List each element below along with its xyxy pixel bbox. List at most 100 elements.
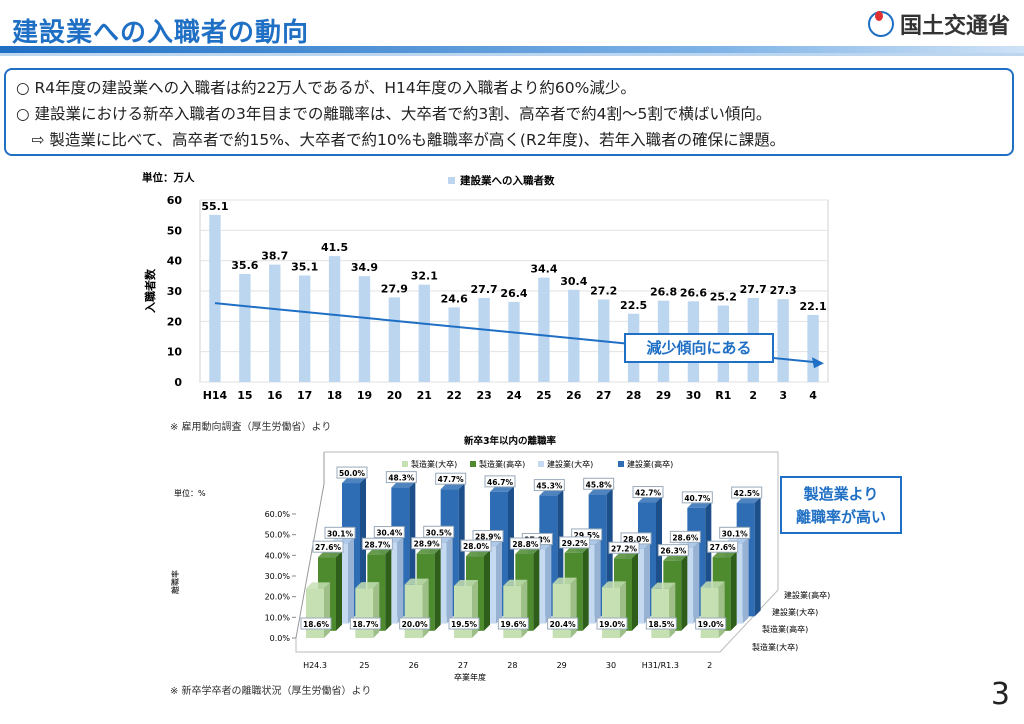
chart2-bar-top <box>306 582 330 589</box>
chart1-xtick-label: 28 <box>626 389 641 402</box>
summary-line-3: ⇨ 製造業に比べて、高卒者で約15%、大卒者で約10%も離職率が高く(R2年度)… <box>16 131 786 149</box>
chart2-bar-side <box>545 543 552 624</box>
chart1-data-label: 25.2 <box>710 291 737 304</box>
chart2-data-label-box <box>411 537 443 550</box>
chart1-bar <box>239 274 251 382</box>
chart2-data-label: 28.8% <box>512 540 539 549</box>
title-underline-light <box>0 53 1024 56</box>
chart2-bar-side <box>324 582 330 638</box>
chart1-bar <box>807 314 819 382</box>
chart1-ytick-label: 40 <box>167 255 183 268</box>
chart2-bar <box>355 588 374 638</box>
chart1-bar <box>777 299 789 382</box>
chart2-data-label: 18.5% <box>648 620 675 629</box>
chart1-xtick-label: 22 <box>447 389 462 402</box>
chart1-xtick-label: R1 <box>715 389 731 402</box>
summary-line-1: ○ R4年度の建設業への入職者は約22万人であるが、H14年度の入職者より約60… <box>16 79 636 97</box>
chart2-data-label-box <box>312 540 344 553</box>
chart2-xtick-label: H24.3 <box>303 661 327 670</box>
chart1-data-label: 26.4 <box>500 287 527 300</box>
chart2-data-label-box <box>373 526 405 539</box>
chart2-data-label-box <box>731 486 763 499</box>
chart2-data-label: 30.4% <box>376 529 403 538</box>
chart2-data-label: 28.9% <box>475 533 502 542</box>
chart2-bar-top <box>391 481 416 488</box>
callout-line-2: 離職率が高い <box>795 508 886 526</box>
chart2-data-label: 20.0% <box>402 620 429 629</box>
chart2-xtick-label: 28 <box>507 661 517 670</box>
chart2-bar-side <box>446 536 453 624</box>
chart2-data-label-box <box>547 617 579 630</box>
chart1-bar <box>508 301 520 382</box>
chart2-bar-top <box>490 485 514 492</box>
chart1-bar <box>388 297 401 382</box>
title-underline <box>0 46 1024 53</box>
chart1-data-label: 35.6 <box>231 259 258 272</box>
chart2-ytick-label: 0.0% <box>270 634 291 643</box>
chart2-bar <box>552 583 571 638</box>
chart1-data-label: 38.7 <box>261 250 288 263</box>
decrease-callout: 減少傾向にある <box>624 333 774 363</box>
chart2-data-label-box <box>596 617 628 630</box>
chart1-ytick-label: 10 <box>167 346 183 359</box>
chart1-data-label: 35.1 <box>291 261 318 274</box>
chart2-bar-side <box>533 548 540 631</box>
chart2-data-label: 42.5% <box>734 489 761 498</box>
chart2-legend-label: 製造業(大卒) <box>411 459 457 469</box>
chart1-bar <box>448 307 460 382</box>
chart1-ytick-label: 30 <box>167 285 183 298</box>
chart1-data-label: 24.6 <box>441 292 468 305</box>
chart2-data-label-box <box>719 526 751 539</box>
chart2-bar-top <box>416 547 441 554</box>
chart2-data-label: 28.7% <box>364 540 391 549</box>
chart2-data-label: 50.0% <box>339 469 366 478</box>
chart2-bar-side <box>730 551 737 631</box>
chart2-data-label: 28.9% <box>414 540 441 549</box>
chart2-title: 新卒3年以内の離職率 <box>464 435 557 447</box>
chart1-data-label: 30.4 <box>560 275 587 288</box>
chart1-yaxis-label: 入職者数 <box>143 268 157 313</box>
chart1-bar <box>298 275 311 382</box>
chart1-xtick-label: 27 <box>596 389 611 402</box>
chart2-bar-side <box>681 554 688 631</box>
chart2-data-label-box <box>361 537 393 550</box>
chart2-bar-top <box>440 483 465 490</box>
chart2-data-label-box <box>583 477 615 490</box>
chart1-data-label: 27.9 <box>381 282 408 295</box>
chart1-data-label: 32.1 <box>411 270 438 283</box>
page-number: 3 <box>990 677 1010 712</box>
chart2-legend-label: 製造業(高卒) <box>479 459 525 469</box>
chart2-depth-label: 製造業(大卒) <box>752 642 798 652</box>
chart2-xaxis-label: 卒業年度 <box>454 672 486 682</box>
chart2-frame <box>295 451 779 653</box>
chart2-bar-side <box>434 547 441 631</box>
callout-line-1: 製造業より <box>803 485 879 503</box>
chart1-data-label: 55.1 <box>201 200 228 213</box>
chart1-xtick-label: 4 <box>809 389 817 402</box>
chart1-data-label: 26.8 <box>650 286 677 299</box>
chart2-xtick-label: 27 <box>458 661 468 670</box>
chart1-legend-swatch <box>448 177 455 184</box>
chart2-bar-top <box>355 582 380 589</box>
chart2-data-label-box <box>695 617 727 630</box>
chart2-data-label-box <box>349 617 381 630</box>
chart2-data-label: 19.0% <box>599 620 626 629</box>
chart2-bar <box>306 588 324 638</box>
chart2-legend-swatch <box>618 461 624 467</box>
chart2-data-label-box <box>559 536 591 549</box>
chart1-ytick-label: 20 <box>167 315 183 328</box>
chart1-data-label: 27.2 <box>590 284 617 297</box>
chart1-xtick-label: 3 <box>779 389 787 402</box>
chart1-xtick-label: 25 <box>536 389 551 402</box>
chart2-data-label: 19.5% <box>451 620 478 629</box>
chart1-xtick-label: 20 <box>387 389 403 402</box>
chart2-bar-top <box>663 554 688 561</box>
chart2-data-label-box <box>632 486 664 499</box>
chart2-data-label: 18.7% <box>352 620 379 629</box>
summary-box: ○ R4年度の建設業への入職者は約22万人であるが、H14年度の入職者より約60… <box>4 68 1014 156</box>
chart2-legend-swatch <box>470 461 476 467</box>
chart2-depth-label: 建設業(大卒) <box>772 607 818 617</box>
chart2-data-label-box <box>460 539 492 552</box>
summary-line-2: ○ 建設業における新卒入職者の3年目までの離職率は、大卒者で約3割、高卒者で約4… <box>16 105 772 123</box>
chart2-data-label-box <box>399 617 431 630</box>
